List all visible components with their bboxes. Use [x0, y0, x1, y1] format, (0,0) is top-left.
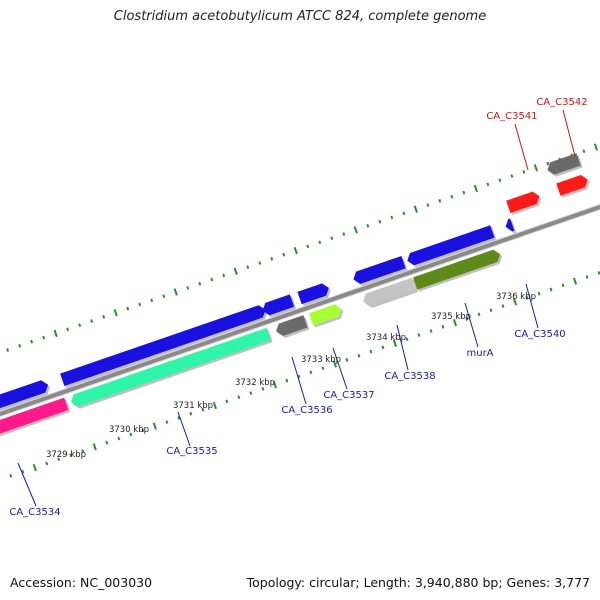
gene-feature-6 [505, 218, 515, 232]
gene-label: CA_C3537 [323, 390, 374, 401]
gene-feature-10 [309, 304, 342, 326]
map-title: Clostridium acetobutylicum ATCC 824, com… [113, 9, 487, 24]
gene-feature-11 [363, 277, 417, 306]
gene-feature-5 [407, 225, 495, 266]
gene-label: murA [466, 348, 493, 359]
accession-text: Accession: NC_003030 [10, 575, 153, 590]
gene-label: CA_C3538 [384, 371, 435, 382]
scale-label: 3732 kbp [235, 378, 275, 388]
gene-feature-8 [71, 327, 271, 407]
scale-labels: 3729 kbp 3730 kbp 3731 kbp 3732 kbp 3733 kbp… [46, 292, 536, 460]
gene-label: CA_C3540 [514, 329, 565, 340]
gene-feature-1 [60, 305, 266, 386]
genome-summary-text: Topology: circular; Length: 3,940,880 bp… [246, 575, 590, 590]
tick-marks [6, 143, 600, 478]
gene-label: CA_C3542 [536, 97, 587, 108]
scale-label: 3734 kbp [366, 333, 406, 343]
scale-label: 3736 kbp [496, 292, 536, 302]
label-leader-lines [17, 109, 576, 507]
genome-backbone [0, 203, 600, 418]
gene-feature-2 [262, 294, 295, 316]
gene-label: CA_C3536 [281, 405, 332, 416]
gene-feature-12 [413, 249, 501, 290]
gene-feature-9 [276, 315, 308, 336]
gene-feature-3 [297, 283, 329, 305]
gene-features [0, 153, 590, 437]
gene-feature-14 [556, 175, 588, 196]
scale-label: 3731 kbp [173, 401, 213, 411]
gene-feature-15 [547, 153, 581, 175]
gene-feature-7 [0, 397, 69, 434]
gene-label: CA_C3535 [166, 446, 217, 457]
gene-labels: CA_C3534 CA_C3535 CA_C3536 CA_C3537 CA_C3538… [9, 97, 587, 518]
scale-label: 3735 kbp [431, 312, 471, 322]
gene-label: CA_C3534 [9, 507, 60, 518]
gene-label: CA_C3541 [486, 111, 537, 122]
scale-label: 3730 kbp [109, 425, 149, 435]
scale-label: 3729 kbp [46, 450, 86, 460]
gene-feature-13 [506, 191, 540, 214]
scale-label: 3733 kbp [301, 355, 341, 365]
gene-feature-4 [353, 255, 406, 284]
gene-feature-0 [0, 380, 49, 409]
